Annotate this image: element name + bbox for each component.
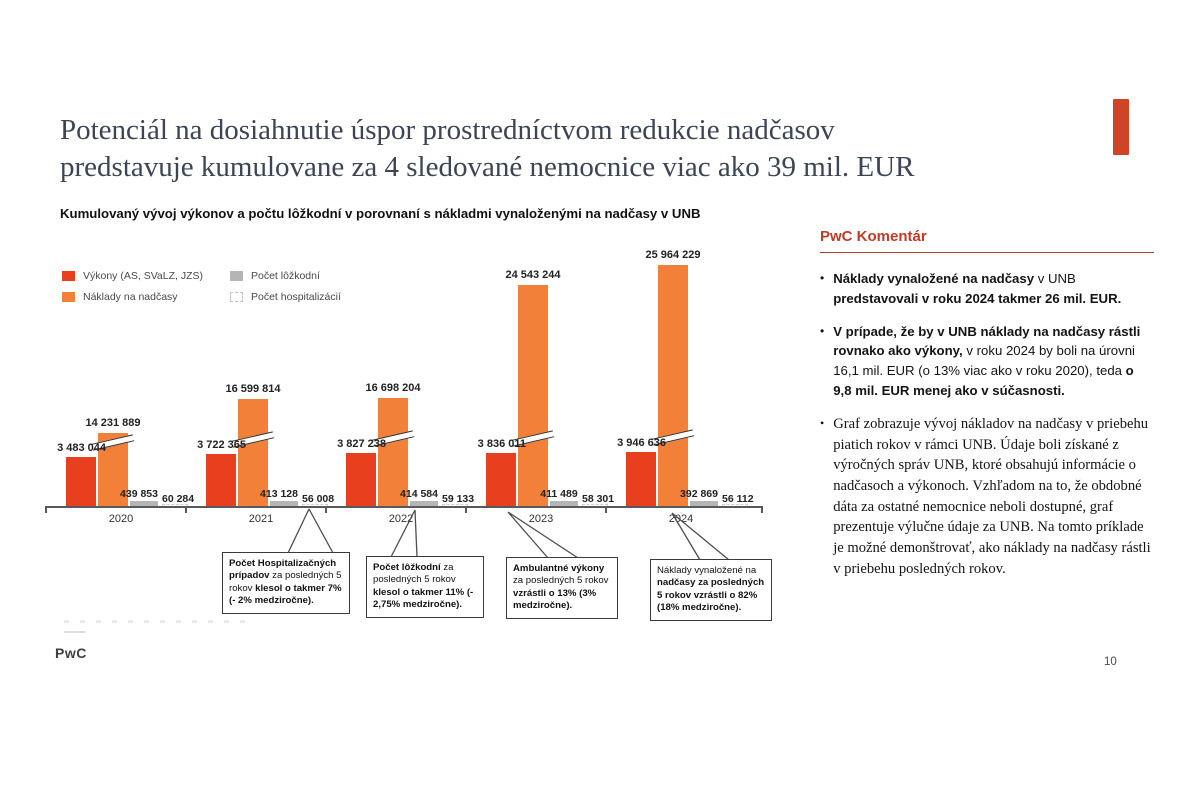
text-run: vzrástli o 13% (3% medziročne).	[513, 587, 597, 612]
legend-item-4: Počet hospitalizácií	[230, 291, 341, 303]
bar-nadcasy-2023	[518, 285, 548, 507]
bullet-text: Náklady vynaložené na nadčasy v UNB pred…	[833, 271, 1122, 306]
value-label-nadcasy-2021: 16 599 814	[225, 383, 281, 395]
bar-lozkodni-2024	[690, 501, 718, 507]
axis-tick	[325, 508, 327, 513]
value-label-hospitalizacie-2021: 56 008	[302, 493, 335, 505]
page-number: 10	[1104, 656, 1117, 668]
bar-vykony-2023	[486, 453, 516, 507]
pwc-corner-tab	[1113, 99, 1129, 155]
comment-bullet-3: • Graf zobrazuje vývoj nákladov na nadčas…	[820, 414, 1154, 580]
chart-title: Kumulovaný vývoj výkonov a počtu lôžkodn…	[60, 206, 701, 221]
comment-panel-title: PwC Komentár	[820, 228, 1154, 253]
legend-swatch-icon	[230, 271, 243, 281]
illegible-source-note	[64, 620, 254, 623]
page-title: Potenciál na dosiahnutie úspor prostredn…	[60, 112, 1120, 186]
chart-legend: Výkony (AS, SVaLZ, JZS) Počet lôžkodní Nák…	[62, 270, 341, 303]
page-title-line1: Potenciál na dosiahnutie úspor prostredn…	[60, 114, 835, 146]
value-label-hospitalizacie-2024: 56 112	[722, 493, 754, 505]
comment-bullets: • Náklady vynaložené na nadčasy v UNB pre…	[820, 269, 1154, 580]
bar-lozkodni-2023	[550, 501, 578, 507]
value-label-nadcasy-2024: 25 964 229	[645, 249, 701, 261]
bullet-text: V prípade, že by v UNB náklady na nadčas…	[833, 323, 1141, 398]
text-run: Počet Hospitalizačných prípadov	[229, 558, 337, 582]
bullet-marker: •	[820, 323, 825, 338]
x-axis	[45, 506, 763, 508]
value-label-lozkodni-2024: 392 869	[680, 488, 718, 500]
text-run: klesol o takmer 11% (- 2,75% medziročne)…	[373, 586, 474, 611]
axis-tick	[761, 508, 763, 513]
legend-label: Počet hospitalizácií	[251, 291, 341, 303]
value-label-vykony-2024: 3 946 636	[617, 437, 666, 449]
bar-vykony-2024	[626, 452, 656, 507]
text-run: Počet lôžkodní	[373, 562, 441, 573]
axis-tick	[605, 508, 607, 513]
bar-nadcasy-2024	[658, 265, 688, 507]
text-run: za posledných 5 rokov	[373, 562, 456, 586]
page-title-line2: predstavuje kumulovane za 4 sledované ne…	[60, 151, 915, 184]
legend-label: Náklady na nadčasy	[83, 291, 178, 303]
value-label-lozkodni-2022: 414 584	[400, 488, 438, 500]
value-label-vykony-2022: 3 827 238	[337, 438, 386, 450]
bar-lozkodni-2022	[410, 501, 438, 507]
value-label-nadcasy-2023: 24 543 244	[505, 269, 561, 281]
x-axis-label-2020: 2020	[108, 513, 134, 525]
bar-vykony-2020	[66, 457, 96, 507]
text-run: Náklady vynaložené na	[657, 565, 757, 576]
bar-nadcasy-2022	[378, 398, 408, 507]
text-run: nadčasy za posledných 5 rokov vzrástli o…	[657, 577, 765, 614]
bar-nadcasy-2021	[238, 399, 268, 507]
axis-tick	[45, 508, 47, 513]
legend-swatch-icon	[230, 292, 243, 302]
x-axis-label-2021: 2021	[248, 513, 274, 525]
axis-tick	[465, 508, 467, 513]
bar-vykony-2021	[206, 454, 236, 507]
bar-lozkodni-2020	[130, 501, 158, 507]
legend-item-1: Výkony (AS, SVaLZ, JZS)	[62, 270, 230, 282]
legend-item-2: Náklady na nadčasy	[62, 291, 230, 303]
value-label-lozkodni-2023: 411 489	[540, 488, 578, 500]
legend-swatch-icon	[62, 292, 75, 302]
callout-nadcasy: Náklady vynaložené na nadčasy za posledn…	[650, 559, 772, 621]
bullet-marker: •	[820, 415, 825, 430]
value-label-nadcasy-2022: 16 698 204	[365, 382, 421, 394]
text-run: Ambulantné výkony	[513, 563, 605, 574]
comment-bullet-2: • V prípade, že by v UNB náklady na nadča…	[820, 322, 1154, 401]
value-label-vykony-2023: 3 836 011	[477, 438, 526, 450]
bullet-marker: •	[820, 271, 825, 285]
bullet-text: Graf zobrazuje vývoj nákladov na nadčasy…	[833, 415, 1151, 577]
bar-lozkodni-2021	[270, 501, 298, 507]
comment-bullet-1: • Náklady vynaložené na nadčasy v UNB pre…	[820, 269, 1154, 309]
legend-swatch-icon	[62, 271, 75, 281]
x-axis-label-2022: 2022	[388, 513, 414, 525]
legend-label: Výkony (AS, SVaLZ, JZS)	[83, 270, 204, 282]
value-label-vykony-2021: 3 722 365	[197, 439, 246, 451]
value-label-hospitalizacie-2020: 60 284	[162, 493, 195, 505]
comment-panel: PwC Komentár • Náklady vynaložené na nadč…	[820, 228, 1154, 593]
legend-item-3: Počet lôžkodní	[230, 270, 341, 282]
value-label-nadcasy-2020: 14 231 889	[85, 417, 141, 429]
axis-tick	[185, 508, 187, 513]
pwc-footer-logo: PwC	[55, 645, 87, 661]
illegible-source-note-mark	[64, 631, 86, 633]
x-axis-label-2024: 2024	[668, 513, 694, 525]
x-axis-label-2023: 2023	[528, 513, 554, 525]
callout-hospitalizacie: Počet Hospitalizačných prípadov za posle…	[222, 552, 350, 614]
value-label-lozkodni-2020: 439 853	[120, 488, 158, 500]
legend-label: Počet lôžkodní	[251, 270, 320, 282]
text-run: za posledných 5 rokov	[229, 570, 342, 594]
value-label-vykony-2020: 3 483 044	[57, 442, 106, 454]
callout-vykony: Ambulantné výkony za posledných 5 rokov …	[506, 557, 618, 619]
text-run: za posledných 5 rokov	[513, 575, 609, 587]
value-label-hospitalizacie-2022: 59 133	[442, 493, 475, 505]
bar-vykony-2022	[346, 453, 376, 507]
value-label-hospitalizacie-2023: 58 301	[582, 493, 615, 505]
text-run: klesol o takmer 7% (- 2% medziročne).	[229, 582, 342, 607]
callout-lozkodni: Počet lôžkodní za posledných 5 rokov kle…	[366, 556, 484, 618]
value-label-lozkodni-2021: 413 128	[260, 488, 298, 500]
